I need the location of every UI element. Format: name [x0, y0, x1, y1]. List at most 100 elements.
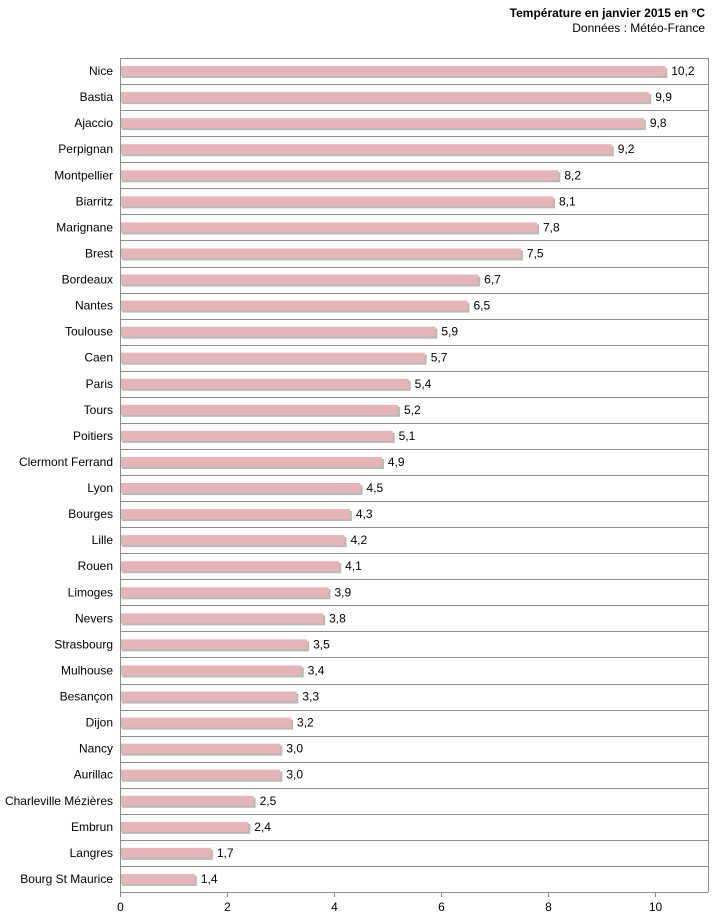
x-tick-label: 0 [117, 900, 124, 914]
label-layer: Nice 10,2 Bastia 9,9 Ajaccio 9,8 Perpignan 9,2 M… [5, 64, 695, 886]
value-label: 1,4 [201, 872, 218, 886]
value-label: 5,1 [399, 429, 416, 443]
bar [120, 248, 521, 259]
bar-layer [120, 66, 668, 886]
value-label: 6,5 [473, 299, 490, 313]
value-label: 10,2 [671, 64, 695, 78]
category-label: Nantes [75, 299, 113, 313]
category-label: Perpignan [58, 142, 113, 156]
value-label: 9,9 [655, 90, 672, 104]
bar [120, 274, 479, 285]
value-label: 6,7 [484, 273, 501, 287]
category-label: Rouen [78, 559, 113, 573]
category-label: Lyon [87, 481, 113, 495]
value-label: 5,4 [415, 377, 432, 391]
x-tick-label: 4 [331, 900, 338, 914]
category-label: Mulhouse [61, 663, 113, 677]
bar [120, 66, 666, 77]
category-label: Clermont Ferrand [19, 455, 113, 469]
value-label: 9,8 [650, 116, 667, 130]
x-tick-label: 10 [649, 900, 663, 914]
value-label: 3,2 [297, 716, 314, 730]
axis-layer: 0 2 4 6 8 10 [117, 58, 709, 914]
x-tick-label: 6 [438, 900, 445, 914]
value-label: 4,1 [345, 559, 362, 573]
category-label: Embrun [71, 820, 113, 834]
value-label: 3,0 [286, 768, 303, 782]
category-label: Bastia [80, 90, 114, 104]
bar [120, 144, 612, 155]
x-tick-label: 2 [224, 900, 231, 914]
category-label: Lille [92, 533, 114, 547]
category-label: Paris [86, 377, 113, 391]
value-label: 7,5 [527, 246, 544, 260]
bar [120, 821, 249, 832]
value-label: 2,4 [254, 820, 271, 834]
value-label: 3,4 [308, 663, 325, 677]
value-label: 3,5 [313, 637, 330, 651]
bar [120, 118, 644, 129]
category-label: Nice [89, 64, 113, 78]
bar [120, 587, 329, 598]
bar [120, 352, 425, 363]
value-label: 4,2 [351, 533, 368, 547]
bar [120, 665, 302, 676]
bar [120, 743, 281, 754]
bar [120, 613, 324, 624]
category-label: Toulouse [65, 325, 113, 339]
category-label: Langres [70, 846, 113, 860]
chart-title: Température en janvier 2015 en °C [509, 6, 705, 20]
bar [120, 170, 559, 181]
bar [120, 795, 254, 806]
bar [120, 509, 350, 520]
bar [120, 847, 211, 858]
bar [120, 717, 292, 728]
value-label: 1,7 [217, 846, 234, 860]
bar [120, 404, 398, 415]
category-label: Montpellier [54, 168, 113, 182]
value-label: 3,3 [302, 690, 319, 704]
category-label: Marignane [56, 220, 113, 234]
bar [120, 430, 393, 441]
value-label: 3,8 [329, 611, 346, 625]
category-label: Aurillac [74, 768, 113, 782]
x-tick-label: 8 [545, 900, 552, 914]
category-label: Charleville Mézières [5, 794, 113, 808]
category-label: Strasbourg [54, 637, 113, 651]
value-label: 2,5 [260, 794, 277, 808]
value-label: 8,1 [559, 194, 576, 208]
category-label: Brest [85, 246, 114, 260]
value-label: 5,2 [404, 403, 421, 417]
category-label: Biarritz [76, 194, 113, 208]
bar [120, 196, 553, 207]
chart-subtitle: Données : Météo-France [572, 21, 705, 35]
category-label: Limoges [68, 585, 113, 599]
bar [120, 92, 650, 103]
bar [120, 222, 537, 233]
category-label: Tours [84, 403, 113, 417]
bar [120, 873, 195, 884]
bar [120, 483, 361, 494]
value-label: 8,2 [564, 168, 581, 182]
value-label: 9,2 [618, 142, 635, 156]
value-label: 3,0 [286, 742, 303, 756]
category-label: Poitiers [73, 429, 113, 443]
grid-layer [120, 58, 708, 893]
value-label: 4,5 [367, 481, 384, 495]
bar [120, 535, 345, 546]
bar [120, 639, 308, 650]
category-label: Bourg St Maurice [20, 872, 113, 886]
value-label: 4,9 [388, 455, 405, 469]
category-label: Ajaccio [74, 116, 113, 130]
category-label: Nancy [79, 742, 113, 756]
value-label: 7,8 [543, 220, 560, 234]
bar [120, 561, 340, 572]
category-label: Besançon [60, 690, 113, 704]
category-label: Bordeaux [62, 273, 113, 287]
category-label: Caen [84, 351, 113, 365]
bar [120, 456, 382, 467]
category-label: Bourges [68, 507, 113, 521]
value-label: 3,9 [334, 585, 351, 599]
bar [120, 691, 297, 702]
